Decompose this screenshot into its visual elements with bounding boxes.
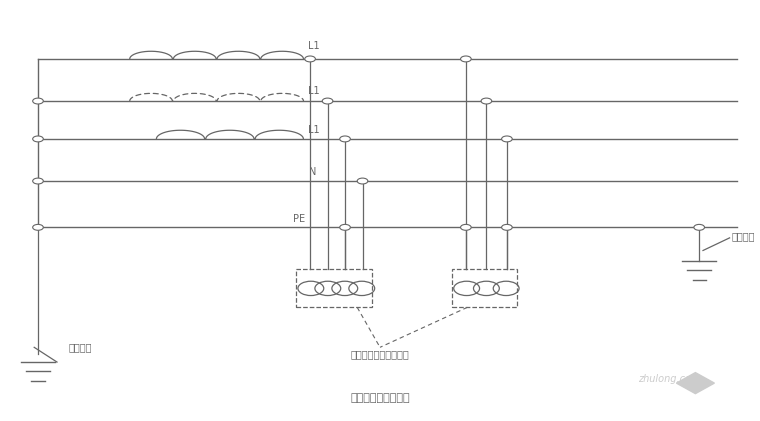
Text: L1: L1 xyxy=(308,86,319,96)
Circle shape xyxy=(481,98,492,104)
Circle shape xyxy=(33,178,43,184)
Circle shape xyxy=(461,56,471,62)
Circle shape xyxy=(357,178,368,184)
Circle shape xyxy=(340,224,350,230)
Text: 重复接地: 重复接地 xyxy=(731,232,755,242)
Circle shape xyxy=(33,136,43,142)
Circle shape xyxy=(502,136,512,142)
Circle shape xyxy=(461,224,471,230)
Text: 临时用电线路的型式: 临时用电线路的型式 xyxy=(350,393,410,403)
Circle shape xyxy=(33,224,43,230)
Circle shape xyxy=(502,224,512,230)
Text: 工作接地: 工作接地 xyxy=(68,342,92,352)
Text: PE: PE xyxy=(293,213,305,224)
Text: 电器设备外露导电部分: 电器设备外露导电部分 xyxy=(350,349,410,360)
Text: N: N xyxy=(309,167,317,177)
Circle shape xyxy=(694,224,705,230)
Circle shape xyxy=(33,98,43,104)
Polygon shape xyxy=(676,373,714,394)
Text: L1: L1 xyxy=(308,125,319,135)
Circle shape xyxy=(340,136,350,142)
Circle shape xyxy=(305,56,315,62)
Circle shape xyxy=(322,98,333,104)
Text: zhulong.com: zhulong.com xyxy=(638,374,700,384)
Text: L1: L1 xyxy=(308,41,319,51)
